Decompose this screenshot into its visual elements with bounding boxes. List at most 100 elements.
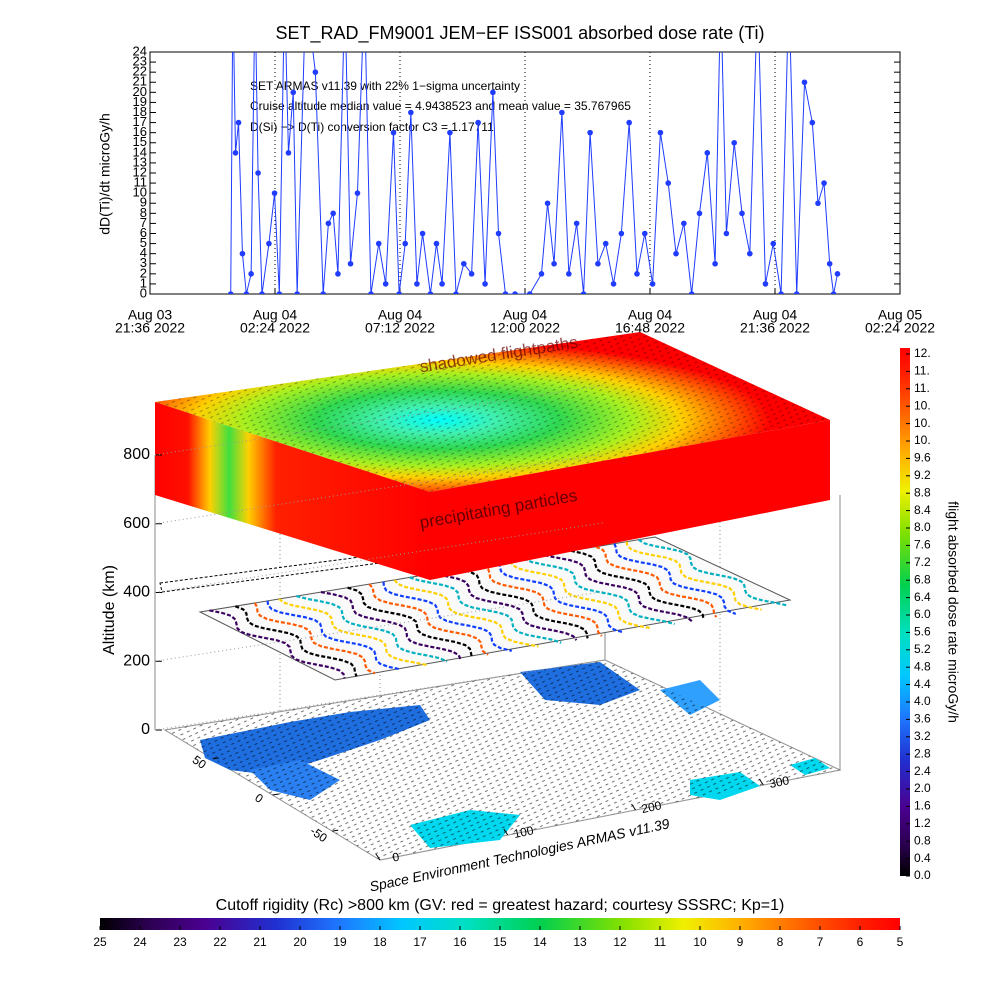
flight-path [625,541,762,611]
colorbar-tick-label: 2.8 [914,746,931,760]
colorbar-tick-label: 2.4 [914,764,931,778]
z-tick-label: 400 [123,584,150,601]
data-point [739,210,745,217]
x-tick-label: Aug 04 [628,307,673,323]
colorbar-tick-label: 5.6 [914,625,931,639]
colorbar-tick-label: 7 [817,935,824,949]
y-tick-label: 17 [133,114,147,129]
colorbar-tick-label: 10. [914,398,931,412]
colorbar-label: flight absorbed dose rate microGy/h [945,501,961,723]
colorbar-tick-label: 8.4 [914,503,931,517]
plot-area [227,52,841,294]
colorbar-tick-label: 0.4 [914,851,931,865]
dose-slab [155,332,830,580]
y-tick-label: 3 [140,255,147,270]
data-point [243,291,250,294]
y-tick-label: 8 [140,205,147,220]
colorbar-tick-label: 1.2 [914,816,931,830]
data-point [634,271,640,277]
map-layer [163,659,842,861]
x-tick-label: Aug 04 [253,307,298,323]
flight-path [253,602,376,675]
colorbar-tick-label: 9.6 [914,451,931,465]
data-point [602,240,609,247]
colorbar-tick-label: 7.2 [914,555,931,569]
data-point [618,230,625,237]
data-point [433,240,440,247]
data-point [580,291,587,294]
data-point [770,240,777,247]
data-point [731,139,738,146]
x-tick-label: 02:24 2022 [240,320,310,336]
data-point [747,250,753,257]
flight-path [296,595,448,663]
colorbar-tick-label: 18 [373,935,387,949]
data-point [681,220,687,227]
x-tick-label: 16:48 2022 [615,320,685,336]
x-tick-label: Aug 04 [753,307,798,323]
colorbar-tick-label: 24 [133,935,147,949]
colorbar-tick-label: 6.0 [914,607,931,621]
data-point [649,281,656,287]
data-point [595,260,601,267]
chart-title: SET_RAD_FM9001 JEM−EF ISS001 absorbed do… [275,23,764,44]
data-point [408,109,414,116]
x-tick-label: 300 [768,773,791,791]
z-axis-label: Altitude (km) [101,565,118,655]
colorbar-tick-label: 11. [914,381,930,395]
colorbar-tick-label: 16 [453,935,467,949]
x-tick-label: 07:12 2022 [365,320,435,336]
flight-path [382,581,512,652]
x-tick-label: 21:36 2022 [115,320,185,336]
y-tick-label: 7 [140,215,147,230]
z-tick-label: 800 [123,446,150,463]
data-point [551,260,557,267]
data-point [490,89,496,96]
data-point [712,260,718,267]
colorbar-tick-label: 6.8 [914,572,931,586]
colorbar-tick-label: 13 [573,935,587,949]
data-point [453,291,459,294]
data-point [657,129,664,136]
colorbar-tick-label: 12 [613,935,627,949]
data-point [294,291,300,294]
flight-path [523,557,675,626]
data-point [793,291,800,294]
y-tick-label: 5 [140,235,147,250]
x-tick-label: 200 [640,798,663,816]
flight-path [459,568,589,639]
colorbar-tick-label: 17 [413,935,427,949]
data-point [538,271,545,277]
data-point [427,291,434,294]
flight-path [209,609,346,679]
y-tick-label: 12 [133,164,147,179]
y-tick-label: 0 [140,285,147,300]
x-tick-label: Aug 04 [503,307,548,323]
data-point [482,281,488,287]
x-tick-label: Aug 04 [378,307,423,323]
data-point [390,129,397,136]
x-tick-label: 12:00 2022 [490,320,560,336]
flight-path [347,586,473,658]
data-point [271,190,278,196]
flight-path [509,560,651,630]
y-tick-label: 11 [134,175,148,190]
flight-path [368,583,489,656]
data-point [809,119,816,126]
data-point [255,170,261,176]
data-point [665,180,672,186]
data-point [330,210,336,217]
z-tick-label: 600 [123,515,150,532]
y-tick-label: 9 [140,195,147,210]
data-point [673,250,679,257]
colorbar-tick-label: 7.6 [914,538,931,552]
flight-path [570,549,705,620]
colorbar-tick-label: 3.2 [914,729,931,743]
data-point [335,271,341,277]
colorbar-tick-label: 0.0 [914,868,931,882]
x-tick [631,803,636,811]
data-point [778,291,784,294]
y-tick [272,793,279,796]
data-point [723,230,730,237]
data-point [821,180,827,186]
